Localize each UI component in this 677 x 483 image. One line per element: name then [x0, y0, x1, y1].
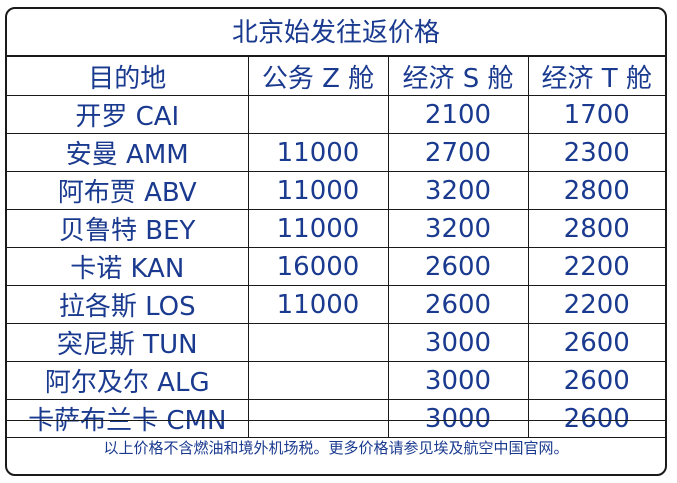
- economy-s-price: 2100: [387, 95, 529, 134]
- price-card: 北京始发往返价格 目的地 公务 Z 舱 经济 S 舱 经济 T 舱 开罗 CAI…: [5, 7, 667, 476]
- table-header-row: 目的地 公务 Z 舱 经济 S 舱 经济 T 舱: [7, 57, 665, 96]
- destination-cell: 贝鲁特 BEY: [7, 209, 249, 248]
- price-table: 目的地 公务 Z 舱 经济 S 舱 经济 T 舱 开罗 CAI 2100 170…: [7, 57, 665, 438]
- card-title: 北京始发往返价格: [7, 9, 665, 57]
- table-row: 拉各斯 LOS 11000 2600 2200: [7, 285, 665, 324]
- table-row: 卡诺 KAN 16000 2600 2200: [7, 247, 665, 286]
- table-row: 阿尔及尔 ALG 3000 2600: [7, 361, 665, 400]
- economy-t-price: 2600: [527, 399, 665, 438]
- business-z-price: [247, 95, 389, 134]
- destination-cell: 突尼斯 TUN: [7, 323, 249, 362]
- table-row: 阿布贾 ABV 11000 3200 2800: [7, 171, 665, 210]
- economy-t-price: 2800: [527, 171, 665, 210]
- economy-t-price: 2200: [527, 285, 665, 324]
- business-z-price: 11000: [247, 171, 389, 210]
- destination-cell: 阿布贾 ABV: [7, 171, 249, 210]
- table-row: 卡萨布兰卡 CMN 3000 2600: [7, 399, 665, 438]
- destination-cell: 卡诺 KAN: [7, 247, 249, 286]
- economy-t-price: 2300: [527, 133, 665, 172]
- economy-s-price: 3000: [387, 361, 529, 400]
- economy-t-price: 2600: [527, 323, 665, 362]
- economy-s-price: 2600: [387, 247, 529, 286]
- table-row: 开罗 CAI 2100 1700: [7, 95, 665, 134]
- business-z-price: 11000: [247, 209, 389, 248]
- business-z-price: 16000: [247, 247, 389, 286]
- destination-cell: 阿尔及尔 ALG: [7, 361, 249, 400]
- header-destination: 目的地: [7, 57, 249, 96]
- economy-s-price: 3200: [387, 171, 529, 210]
- business-z-price: [247, 323, 389, 362]
- destination-cell: 拉各斯 LOS: [7, 285, 249, 324]
- destination-cell: 卡萨布兰卡 CMN: [7, 399, 249, 438]
- economy-s-price: 3000: [387, 399, 529, 438]
- footnote: 以上价格不含燃油和境外机场税。更多价格请参见埃及航空中国官网。: [7, 420, 665, 474]
- business-z-price: [247, 361, 389, 400]
- economy-t-price: 2200: [527, 247, 665, 286]
- destination-cell: 安曼 AMM: [7, 133, 249, 172]
- header-business-z: 公务 Z 舱: [247, 57, 389, 96]
- destination-cell: 开罗 CAI: [7, 95, 249, 134]
- business-z-price: 11000: [247, 285, 389, 324]
- economy-t-price: 1700: [527, 95, 665, 134]
- table-row: 贝鲁特 BEY 11000 3200 2800: [7, 209, 665, 248]
- header-economy-t: 经济 T 舱: [527, 57, 665, 96]
- economy-t-price: 2600: [527, 361, 665, 400]
- economy-s-price: 2700: [387, 133, 529, 172]
- economy-s-price: 3200: [387, 209, 529, 248]
- economy-s-price: 3000: [387, 323, 529, 362]
- table-row: 安曼 AMM 11000 2700 2300: [7, 133, 665, 172]
- business-z-price: [247, 399, 389, 438]
- economy-t-price: 2800: [527, 209, 665, 248]
- header-economy-s: 经济 S 舱: [387, 57, 529, 96]
- table-row: 突尼斯 TUN 3000 2600: [7, 323, 665, 362]
- economy-s-price: 2600: [387, 285, 529, 324]
- business-z-price: 11000: [247, 133, 389, 172]
